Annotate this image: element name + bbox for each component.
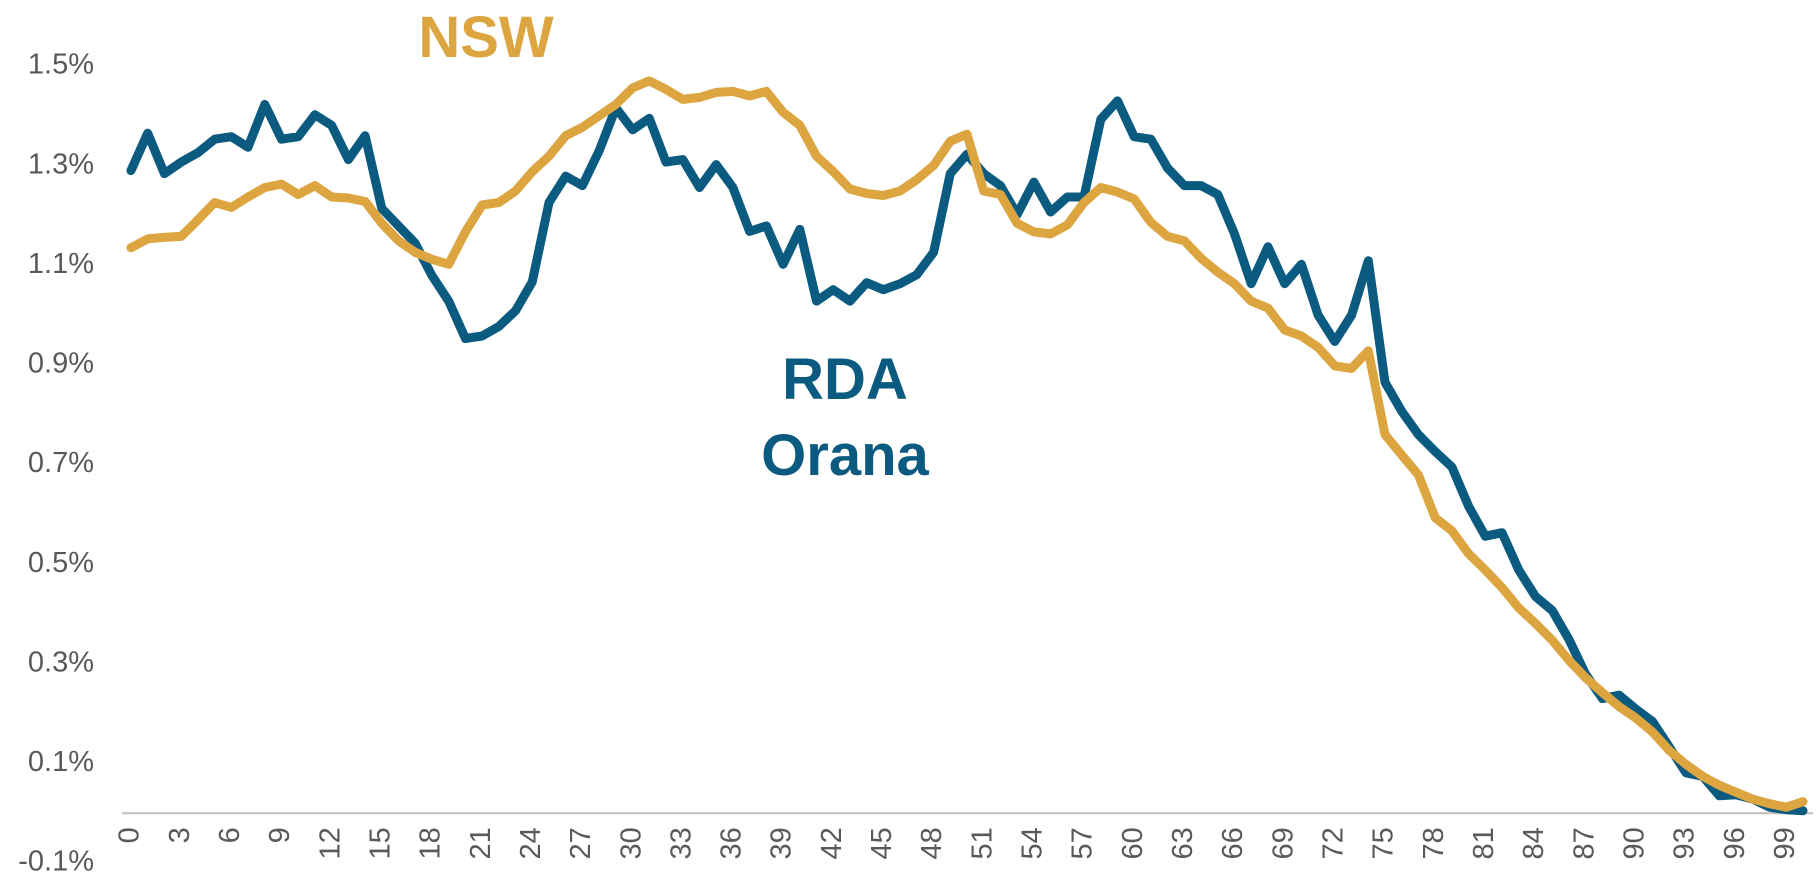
y-tick-label: 0.1% <box>28 746 94 778</box>
y-tick-label: 1.5% <box>28 49 94 81</box>
x-tick-label: 99 <box>1769 827 1801 859</box>
y-tick-label: 0.5% <box>28 547 94 579</box>
series-label: RDA Orana <box>761 347 929 488</box>
x-tick-label: 93 <box>1669 827 1701 859</box>
x-tick-label: 90 <box>1618 827 1650 859</box>
y-tick-label: 0.7% <box>28 447 94 479</box>
y-tick-label: -0.1% <box>18 846 94 878</box>
x-tick-label: 30 <box>615 827 647 859</box>
y-tick-label: 1.3% <box>28 148 94 180</box>
x-tick-label: 63 <box>1167 827 1199 859</box>
series-line <box>126 96 1808 816</box>
series-label: NSW <box>418 5 554 70</box>
x-tick-label: 12 <box>314 827 346 859</box>
x-tick-label: 57 <box>1067 827 1099 859</box>
x-tick-label: 36 <box>716 827 748 859</box>
x-tick-label: 84 <box>1518 827 1550 859</box>
x-tick-label: 69 <box>1267 827 1299 859</box>
x-tick-label: 18 <box>415 827 447 859</box>
x-tick-label: 48 <box>916 827 948 859</box>
x-tick-label: 54 <box>1017 827 1049 859</box>
y-tick-label: 1.1% <box>28 248 94 280</box>
x-tick-label: 72 <box>1317 827 1349 859</box>
x-tick-label: 60 <box>1117 827 1149 859</box>
x-tick-label: 0 <box>114 827 146 843</box>
x-tick-label: 45 <box>866 827 898 859</box>
x-tick-label: 87 <box>1568 827 1600 859</box>
x-tick-label: 15 <box>364 827 396 859</box>
x-tick-label: 21 <box>465 827 497 859</box>
x-tick-label: 27 <box>565 827 597 859</box>
x-tick-label: 42 <box>816 827 848 859</box>
y-tick-label: 0.3% <box>28 646 94 678</box>
x-tick-label: 66 <box>1217 827 1249 859</box>
x-tick-label: 3 <box>164 827 196 843</box>
y-tick-label: 0.9% <box>28 348 94 380</box>
x-tick-label: 75 <box>1368 827 1400 859</box>
x-tick-label: 81 <box>1468 827 1500 859</box>
x-tick-label: 6 <box>214 827 246 843</box>
x-tick-label: 96 <box>1719 827 1751 859</box>
x-tick-label: 9 <box>264 827 296 843</box>
x-tick-label: 51 <box>966 827 998 859</box>
x-tick-label: 33 <box>665 827 697 859</box>
x-tick-label: 39 <box>766 827 798 859</box>
series-line <box>126 76 1808 812</box>
x-tick-label: 78 <box>1418 827 1450 859</box>
x-tick-label: 24 <box>515 827 547 859</box>
